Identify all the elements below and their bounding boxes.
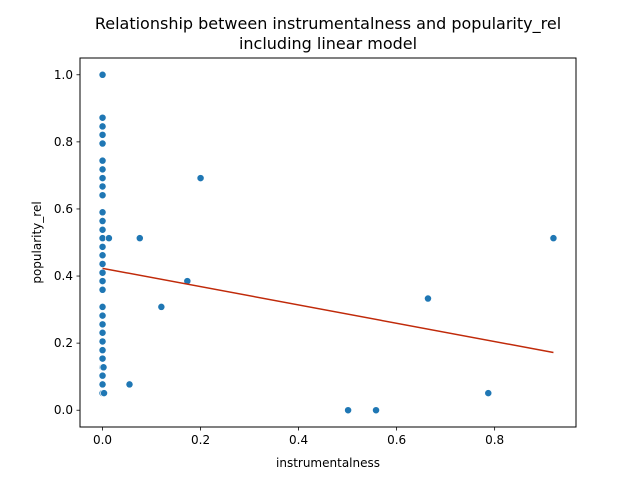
chart-subtitle: including linear model xyxy=(239,34,417,53)
data-point xyxy=(549,234,558,243)
data-point xyxy=(98,174,107,183)
regression-line xyxy=(102,267,554,354)
axes-frame xyxy=(79,57,577,428)
x-tick-label: 0.6 xyxy=(387,433,406,447)
data-point xyxy=(98,311,107,320)
data-point xyxy=(100,389,108,398)
data-point xyxy=(98,191,107,200)
data-point xyxy=(484,389,493,398)
data-point xyxy=(98,251,107,260)
data-point xyxy=(98,182,107,191)
chart-title: Relationship between instrumentalness an… xyxy=(95,14,561,34)
x-axis: 0.0 0.2 0.4 0.6 0.8 xyxy=(93,427,504,447)
data-point xyxy=(98,139,107,148)
y-axis: 0.0 0.2 0.4 0.6 0.8 1.0 xyxy=(54,68,80,417)
data-point xyxy=(98,156,107,165)
data-point xyxy=(372,406,380,415)
x-tick-label: 0.8 xyxy=(485,433,504,447)
data-point xyxy=(157,302,166,311)
data-point xyxy=(98,371,107,380)
y-tick-label: 0.8 xyxy=(54,135,73,149)
data-point xyxy=(98,285,107,294)
data-point xyxy=(98,225,107,234)
x-tick-label: 0.0 xyxy=(93,433,112,447)
data-point xyxy=(98,130,107,139)
data-point xyxy=(98,165,107,174)
data-point xyxy=(98,354,107,363)
data-point xyxy=(98,346,107,355)
data-point xyxy=(98,217,107,225)
data-point xyxy=(98,242,107,251)
data-point xyxy=(344,406,353,415)
data-point xyxy=(98,70,107,79)
data-point xyxy=(104,234,113,243)
data-point xyxy=(99,363,108,372)
data-point xyxy=(98,122,107,131)
y-axis-label: popularity_rel xyxy=(30,201,44,283)
data-point xyxy=(98,380,107,389)
data-point xyxy=(98,260,107,268)
data-point xyxy=(98,208,107,217)
data-point xyxy=(98,302,107,311)
y-tick-label: 0.2 xyxy=(54,336,73,350)
y-tick-label: 1.0 xyxy=(54,68,73,82)
data-point xyxy=(98,320,107,329)
data-point xyxy=(424,294,432,303)
plot-area xyxy=(98,70,558,415)
x-tick-label: 0.2 xyxy=(191,433,210,447)
data-point xyxy=(98,268,107,277)
data-point xyxy=(98,337,107,346)
x-tick-label: 0.4 xyxy=(289,433,308,447)
data-point xyxy=(125,380,134,389)
data-point xyxy=(98,277,107,286)
data-point xyxy=(196,174,205,183)
y-tick-label: 0.4 xyxy=(54,269,73,283)
data-point xyxy=(98,328,107,337)
data-point xyxy=(98,113,107,122)
y-tick-label: 0.0 xyxy=(54,403,73,417)
x-axis-label: instrumentalness xyxy=(276,456,380,470)
data-point xyxy=(135,234,144,243)
y-tick-label: 0.6 xyxy=(54,202,73,216)
